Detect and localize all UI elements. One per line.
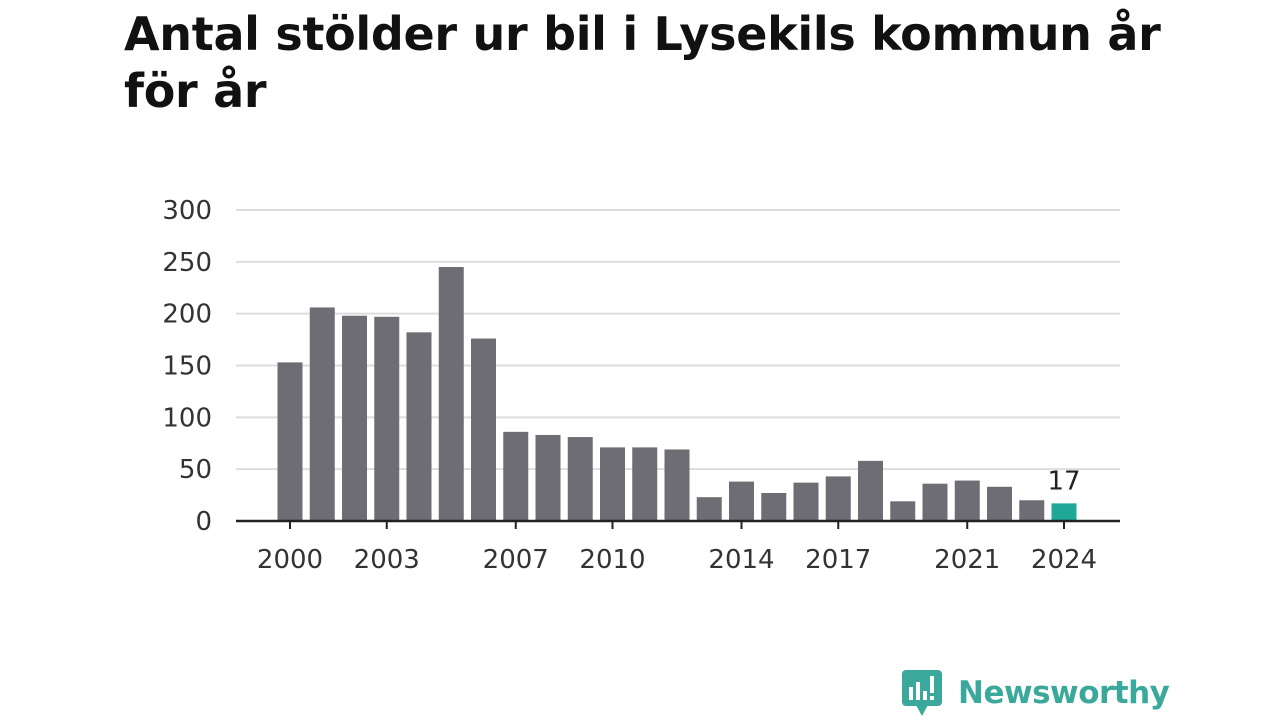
brand-name: Newsworthy [958,675,1170,711]
bar-2004 [406,332,432,521]
y-tick-label: 100 [162,403,212,433]
bar-2014 [729,481,754,521]
y-axis-tick-labels: 0 50 100 150 200 250 300 [162,196,212,537]
y-tick-label: 250 [162,248,212,278]
bar-2020 [922,483,948,521]
x-tick-label: 2021 [934,545,1000,575]
bar-2001 [309,307,335,521]
bar-2012 [664,449,690,521]
bar-2011 [632,447,658,521]
y-tick-label: 200 [162,300,212,330]
x-tick-label: 2024 [1031,545,1097,575]
bar-2007 [503,431,529,521]
bar-2002 [342,315,367,521]
bar-2009 [567,437,593,521]
bar-2013 [696,497,722,521]
x-tick-label: 2010 [579,545,645,575]
y-tick-label: 50 [179,455,212,485]
bar-2000 [277,362,303,521]
bar-2017 [825,476,851,521]
y-tick-label: 0 [195,507,212,537]
x-axis-tick-labels: 2000 2003 2007 2010 2014 2017 2021 2024 [257,545,1097,575]
x-tick-label: 2017 [805,545,871,575]
bar-2019 [890,501,916,521]
gridlines [236,209,1120,471]
x-tick-label: 2000 [257,545,323,575]
bar-2021 [954,480,980,521]
x-tick-label: 2003 [354,545,420,575]
bar-2006 [471,338,496,521]
bar-2016 [793,482,819,521]
annotations: 17 [1047,466,1080,496]
y-tick-label: 300 [162,196,212,226]
bar-2008 [535,434,561,521]
bar-2024 [1051,503,1077,521]
x-axis [236,519,1120,529]
y-tick-label: 150 [162,352,212,382]
bar-2018 [858,460,883,521]
bar-2023 [1019,500,1045,521]
newsworthy-logo-icon [902,670,942,716]
bar-2005 [438,267,464,521]
bars [277,267,1077,521]
x-tick-label: 2014 [708,545,774,575]
bar-2022 [987,486,1012,521]
chart-title: Antal stölder ur bil i Lysekils kommun å… [124,7,1161,118]
bar-2003 [374,316,400,521]
data-label: 17 [1047,466,1080,496]
bar-2010 [600,447,625,521]
newsworthy-brand: Newsworthy [902,670,1170,716]
x-tick-label: 2007 [483,545,549,575]
bar-2015 [761,493,787,521]
